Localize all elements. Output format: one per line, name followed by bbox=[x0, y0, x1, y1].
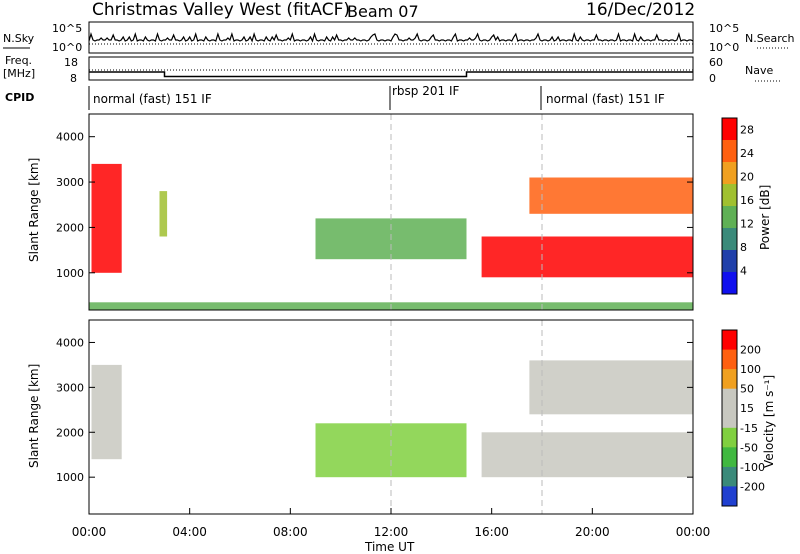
colorbar-tick-4: -15 bbox=[740, 422, 758, 435]
ytick-label-3: 4000 bbox=[56, 131, 84, 144]
nsky-tick-top: 10^5 bbox=[52, 22, 82, 35]
ytick-label-1: 2000 bbox=[56, 221, 84, 234]
region-0 bbox=[91, 163, 122, 273]
power-colorbar-label: Power [dB] bbox=[758, 185, 772, 250]
colorbar-tick-5: 24 bbox=[740, 147, 754, 160]
velocity-colorbar: 200 100 50 15 -15 -50 -100 -200 bbox=[721, 329, 765, 507]
nsky-panel-frame bbox=[88, 21, 694, 54]
colorbar-swatch-7 bbox=[722, 466, 737, 487]
colorbar-frame bbox=[721, 117, 738, 295]
power-plot-frame bbox=[88, 113, 694, 311]
region-1 bbox=[159, 191, 168, 237]
xtick-label-4: 16:00 bbox=[474, 525, 509, 539]
plot-title: Christmas Valley West (fitACF) bbox=[92, 0, 350, 20]
colorbar-swatch-4 bbox=[722, 408, 737, 429]
region-3 bbox=[481, 236, 693, 278]
xtick-label-2: 08:00 bbox=[273, 525, 308, 539]
nsky-tick-bottom: 10^0 bbox=[52, 41, 82, 54]
colorbar-tick-7: -200 bbox=[740, 480, 765, 493]
power-panel: 1000 2000 3000 4000 Slant Range [km] bbox=[27, 113, 694, 311]
colorbar-tick-5: -50 bbox=[740, 441, 758, 454]
nsearch-label: N.Search bbox=[745, 32, 795, 45]
freq-units: [MHz] bbox=[3, 67, 35, 80]
colorbar-swatch-6 bbox=[722, 250, 737, 273]
colorbar-swatch-3 bbox=[722, 184, 737, 207]
colorbar-swatch-7 bbox=[722, 272, 737, 295]
power-colorbar: 4 8 12 16 20 24 28 bbox=[721, 117, 754, 295]
cpid-segment-0: normal (fast) 151 IF bbox=[93, 92, 212, 106]
freq-trace bbox=[89, 71, 693, 78]
xtick-label-3: 12:00 bbox=[374, 525, 409, 539]
colorbar-swatch-8 bbox=[722, 486, 737, 507]
colorbar-swatch-6 bbox=[722, 447, 737, 468]
freq-tick-bottom: 8 bbox=[70, 72, 77, 85]
xtick-label-5: 20:00 bbox=[575, 525, 610, 539]
nsky-trace bbox=[88, 31, 694, 45]
colorbar-tick-6: 28 bbox=[740, 124, 754, 137]
xlabel: Time UT bbox=[364, 540, 415, 554]
x-ticks: 00:00 04:00 08:00 12:00 16:00 20:00 00:00 bbox=[72, 508, 711, 539]
colorbar-swatch-0 bbox=[722, 118, 737, 141]
xtick-label-1: 04:00 bbox=[172, 525, 207, 539]
colorbar-tick-4: 20 bbox=[740, 171, 754, 184]
velocity-y-ticks: 1000 2000 3000 4000 bbox=[56, 336, 693, 484]
power-ylabel: Slant Range [km] bbox=[27, 158, 41, 262]
ytick-label-0: 1000 bbox=[56, 267, 84, 280]
colorbar-swatch-5 bbox=[722, 228, 737, 251]
region-3 bbox=[529, 360, 693, 415]
colorbar-swatch-1 bbox=[722, 140, 737, 163]
colorbar-swatch-4 bbox=[722, 206, 737, 229]
freq-tick-top: 18 bbox=[64, 56, 78, 69]
ytick-label-3: 4000 bbox=[56, 336, 84, 349]
ytick-label-2: 3000 bbox=[56, 176, 84, 189]
cpid-segment-2: normal (fast) 151 IF bbox=[546, 92, 665, 106]
power-y-ticks: 1000 2000 3000 4000 bbox=[56, 131, 693, 280]
region-4 bbox=[529, 177, 693, 214]
nsky-line bbox=[88, 31, 694, 43]
region-0 bbox=[91, 364, 122, 460]
colorbar-swatch-5 bbox=[722, 427, 737, 448]
ytick-label-1: 2000 bbox=[56, 426, 84, 439]
xtick-label-0: 00:00 bbox=[72, 525, 107, 539]
nsearch-tick-top: 10^5 bbox=[709, 22, 739, 35]
xtick-label-6: 00:00 bbox=[676, 525, 711, 539]
region-2 bbox=[481, 432, 693, 478]
colorbar-tick-1: 8 bbox=[740, 241, 747, 254]
nave-label: Nave bbox=[745, 64, 773, 77]
colorbar-tick-3: 15 bbox=[740, 402, 754, 415]
ytick-label-0: 1000 bbox=[56, 471, 84, 484]
nsearch-tick-bottom: 10^0 bbox=[709, 41, 739, 54]
nave-tick-bottom: 0 bbox=[709, 72, 716, 85]
velocity-ylabel: Slant Range [km] bbox=[27, 364, 41, 468]
colorbar-tick-0: 4 bbox=[740, 265, 747, 278]
colorbar-swatch-2 bbox=[722, 162, 737, 185]
cpid-label: CPID bbox=[5, 91, 34, 104]
nave-tick-top: 60 bbox=[709, 56, 723, 69]
cpid-segment-1: rbsp 201 IF bbox=[392, 84, 459, 98]
date-label: 16/Dec/2012 bbox=[586, 0, 695, 20]
freq-label: Freq. bbox=[5, 54, 32, 67]
colorbar-tick-1: 100 bbox=[740, 363, 761, 376]
beam-label: Beam 07 bbox=[347, 2, 419, 21]
nsky-label: N.Sky bbox=[3, 32, 35, 45]
colorbar-tick-2: 50 bbox=[740, 383, 754, 396]
power-regions bbox=[89, 114, 693, 310]
colorbar-tick-0: 200 bbox=[740, 344, 761, 357]
colorbar-tick-3: 16 bbox=[740, 194, 754, 207]
colorbar-tick-2: 12 bbox=[740, 218, 754, 231]
colorbar-swatch-2 bbox=[722, 369, 737, 390]
colorbar-frame bbox=[721, 329, 738, 507]
freq-panel-frame bbox=[88, 56, 694, 81]
velocity-regions bbox=[91, 320, 693, 514]
colorbar-swatch-3 bbox=[722, 388, 737, 409]
ytick-label-2: 3000 bbox=[56, 381, 84, 394]
colorbar-swatch-1 bbox=[722, 349, 737, 370]
colorbar-swatch-0 bbox=[722, 330, 737, 351]
colorbar-tick-6: -100 bbox=[740, 461, 765, 474]
velocity-colorbar-label: Velocity [m s⁻¹] bbox=[762, 375, 776, 468]
